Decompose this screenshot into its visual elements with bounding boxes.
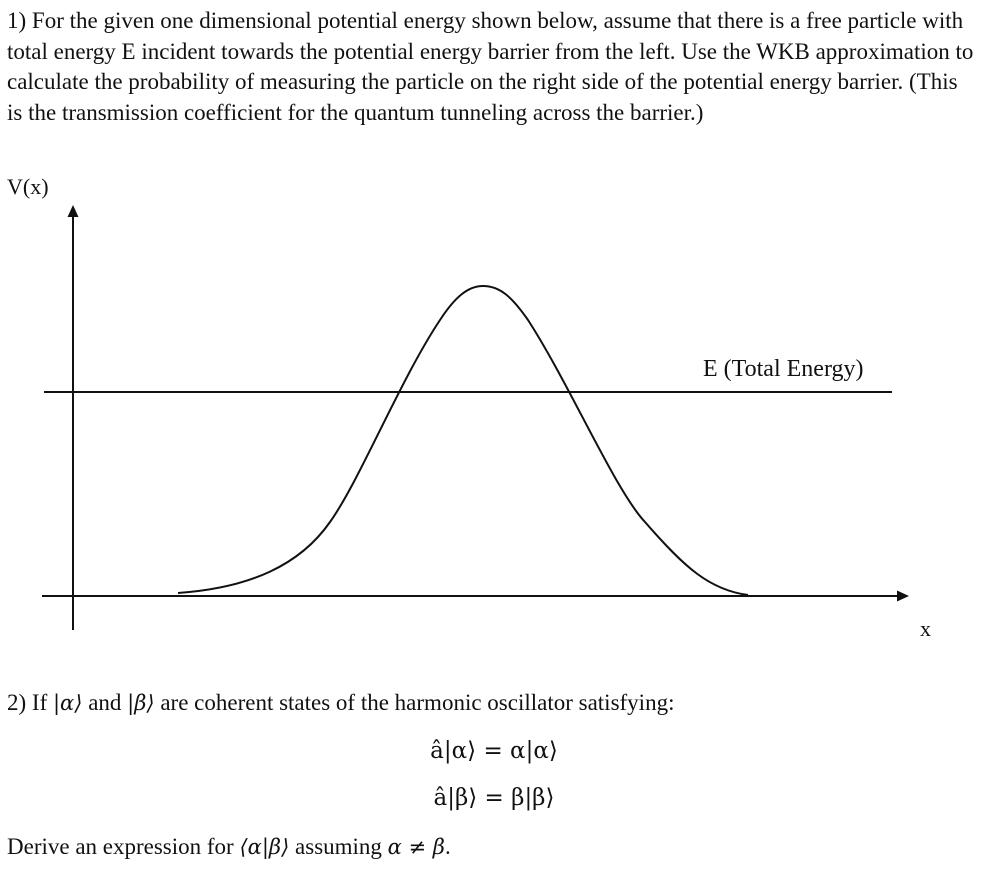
derive-prefix: Derive an expression for [7,834,240,859]
problem-2-prefix: 2) If [7,690,53,715]
equation-alpha: â|α⟩ = α|α⟩ [430,738,558,764]
equation-beta: â|β⟩ = β|β⟩ [433,785,555,811]
derive-end: . [444,834,451,859]
problem-2-intro: 2) If |α⟩ and |β⟩ are coherent states of… [7,688,977,718]
and-word: and [82,690,128,715]
ket-beta: |β⟩ [127,691,155,715]
potential-barrier-svg: V(x) x E (Total Energy) [7,174,931,641]
derive-instruction: Derive an expression for ⟨α|β⟩ assuming … [7,832,451,862]
problem-2-suffix: are coherent states of the harmonic osci… [154,690,675,715]
derive-middle: assuming [289,834,388,859]
inner-product: ⟨α|β⟩ [239,835,290,859]
energy-label: E (Total Energy) [703,356,864,382]
ket-alpha: |α⟩ [52,691,83,715]
x-axis-label: x [920,616,931,641]
potential-barrier-diagram: V(x) x E (Total Energy) [0,170,988,650]
problem-1-text: 1) For the given one dimensional potenti… [7,8,974,125]
potential-barrier-curve [177,284,749,596]
y-axis-arrowhead [67,205,79,217]
y-axis-label: V(x) [7,174,49,199]
x-axis-arrowhead [897,590,909,602]
condition: α ≠ β [387,835,445,859]
